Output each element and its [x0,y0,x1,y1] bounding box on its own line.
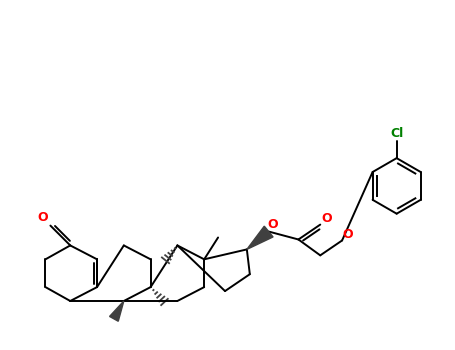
Text: O: O [37,211,48,224]
Polygon shape [110,301,124,321]
Text: Cl: Cl [390,127,403,140]
Polygon shape [247,226,273,250]
Text: O: O [321,212,332,225]
Text: O: O [343,228,354,241]
Text: O: O [268,218,278,231]
